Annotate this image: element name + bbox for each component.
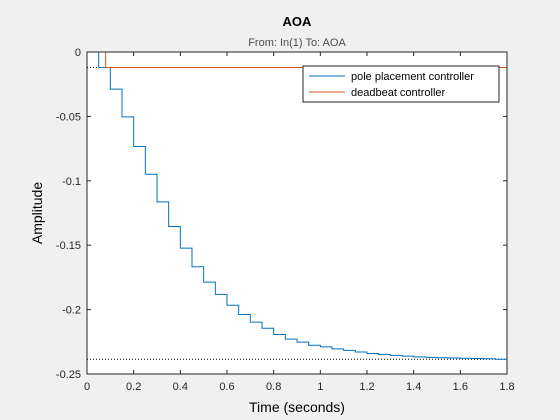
plot-area [87,52,507,374]
x-tick-label: 1.6 [453,381,468,393]
x-tick-label: 0.8 [266,381,281,393]
legend: pole placement controller deadbeat contr… [302,65,500,103]
x-tick-label: 0.4 [173,381,188,393]
x-tick-label: 0.6 [219,381,234,393]
x-tick-label: 1 [317,381,323,393]
legend-label-pole-placement: pole placement controller [351,71,474,83]
x-axis-label: Time (seconds) [249,399,345,415]
y-tick-label: -0.1 [62,176,81,188]
x-tick-label: 1.8 [499,381,514,393]
y-tick-label: 0 [75,47,81,59]
legend-box [302,65,500,103]
y-axis-ticks: 0 -0.05 -0.1 -0.15 -0.2 -0.25 [56,47,507,381]
chart-subtitle: From: In(1) To: AOA [248,37,346,49]
chart-title: AOA [283,14,313,29]
legend-label-deadbeat: deadbeat controller [351,87,446,99]
y-axis-label: Amplitude [29,182,45,244]
x-axis-ticks: 0 0.2 0.4 0.6 0.8 1 1.2 1.4 1.6 1.8 [84,52,515,393]
y-tick-label: -0.05 [56,111,81,123]
x-tick-label: 0 [84,381,90,393]
y-tick-label: -0.25 [56,369,81,381]
y-tick-label: -0.2 [62,305,81,317]
x-tick-label: 1.4 [406,381,421,393]
series-line-pole-placement [87,51,507,360]
y-tick-label: -0.15 [56,240,81,252]
x-tick-label: 1.2 [359,381,374,393]
plot-border [86,51,508,375]
x-tick-label: 0.2 [126,381,141,393]
